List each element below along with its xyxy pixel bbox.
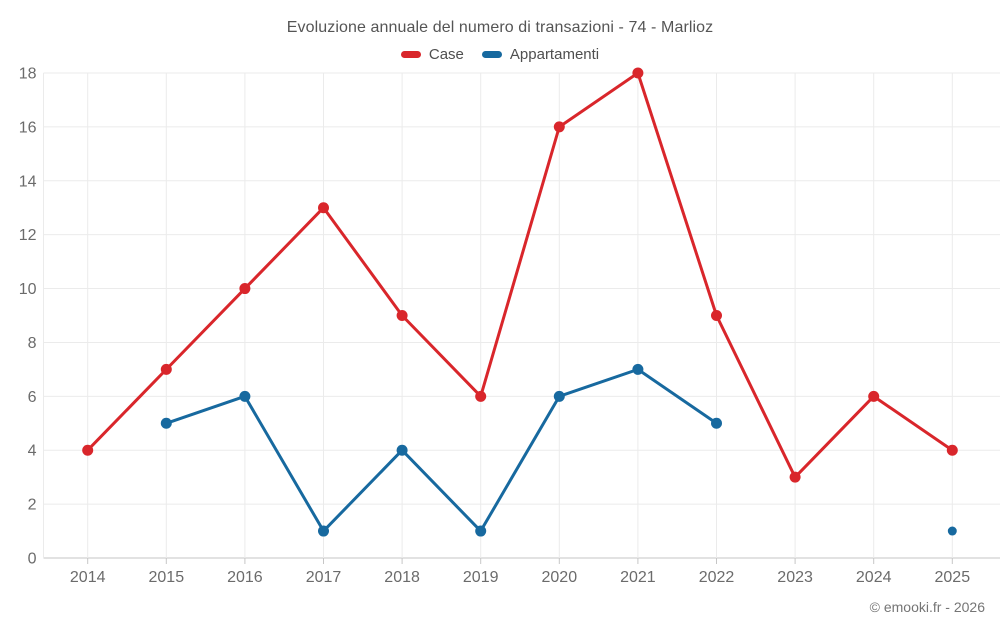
point-case-2014[interactable]	[82, 444, 94, 456]
y-tick-label: 4	[28, 443, 37, 460]
point-appartamenti-2025[interactable]	[947, 526, 957, 536]
x-tick-label: 2018	[384, 569, 420, 586]
watermark: © emooki.fr - 2026	[869, 599, 985, 615]
y-tick-label: 10	[19, 281, 37, 298]
x-tick-label: 2022	[699, 569, 735, 586]
series-line-case[interactable]	[86, 71, 954, 479]
x-tick-label: 2021	[620, 569, 656, 586]
y-tick-label: 18	[19, 66, 37, 83]
x-tick-label: 2024	[856, 569, 892, 586]
y-tick-label: 14	[19, 173, 37, 190]
chart-title: Evoluzione annuale del numero di transaz…	[286, 19, 714, 36]
point-appartamenti-2022[interactable]	[711, 417, 722, 429]
x-tick-label: 2017	[306, 569, 342, 586]
legend-swatch-case	[400, 51, 421, 58]
point-appartamenti-2020[interactable]	[553, 390, 565, 402]
y-tick-label: 0	[28, 551, 37, 568]
y-tick-label: 16	[19, 119, 37, 136]
point-case-2016[interactable]	[239, 283, 251, 295]
point-appartamenti-2018[interactable]	[396, 444, 408, 456]
legend-label-appartamenti: Appartamenti	[509, 46, 600, 63]
point-case-2020[interactable]	[553, 121, 565, 133]
legend-item-case[interactable]: Case	[400, 46, 464, 63]
point-case-2017[interactable]	[318, 202, 329, 214]
point-appartamenti-2015[interactable]	[160, 417, 172, 429]
x-tick-label: 2023	[777, 569, 813, 586]
point-appartamenti-2021[interactable]	[632, 363, 644, 375]
legend-item-appartamenti[interactable]: Appartamenti	[481, 46, 600, 63]
series-line-appartamenti[interactable]	[164, 367, 718, 533]
point-case-2019[interactable]	[475, 390, 487, 402]
y-tick-label: 8	[28, 335, 37, 352]
x-tick-label: 2016	[227, 569, 263, 586]
point-case-2025[interactable]	[946, 444, 958, 456]
legend: Case Appartamenti	[0, 46, 1000, 63]
point-case-2022[interactable]	[711, 310, 722, 321]
x-tick-label: 2014	[70, 569, 106, 586]
legend-label-case: Case	[428, 46, 464, 63]
point-appartamenti-2019[interactable]	[475, 525, 487, 537]
y-tick-label: 2	[28, 497, 37, 514]
point-case-2021[interactable]	[632, 67, 644, 79]
legend-swatch-appartamenti	[481, 51, 502, 58]
x-tick-label: 2015	[149, 569, 185, 586]
point-case-2023[interactable]	[789, 471, 801, 483]
point-appartamenti-2017[interactable]	[318, 525, 329, 537]
y-tick-label: 12	[19, 227, 37, 244]
x-tick-label: 2025	[935, 569, 971, 586]
point-case-2024[interactable]	[868, 390, 880, 402]
x-tick-label: 2019	[463, 569, 499, 586]
point-case-2018[interactable]	[396, 310, 408, 321]
x-tick-label: 2020	[542, 569, 578, 586]
point-appartamenti-2016[interactable]	[239, 390, 251, 402]
point-case-2015[interactable]	[160, 363, 172, 375]
y-tick-label: 6	[28, 389, 37, 406]
